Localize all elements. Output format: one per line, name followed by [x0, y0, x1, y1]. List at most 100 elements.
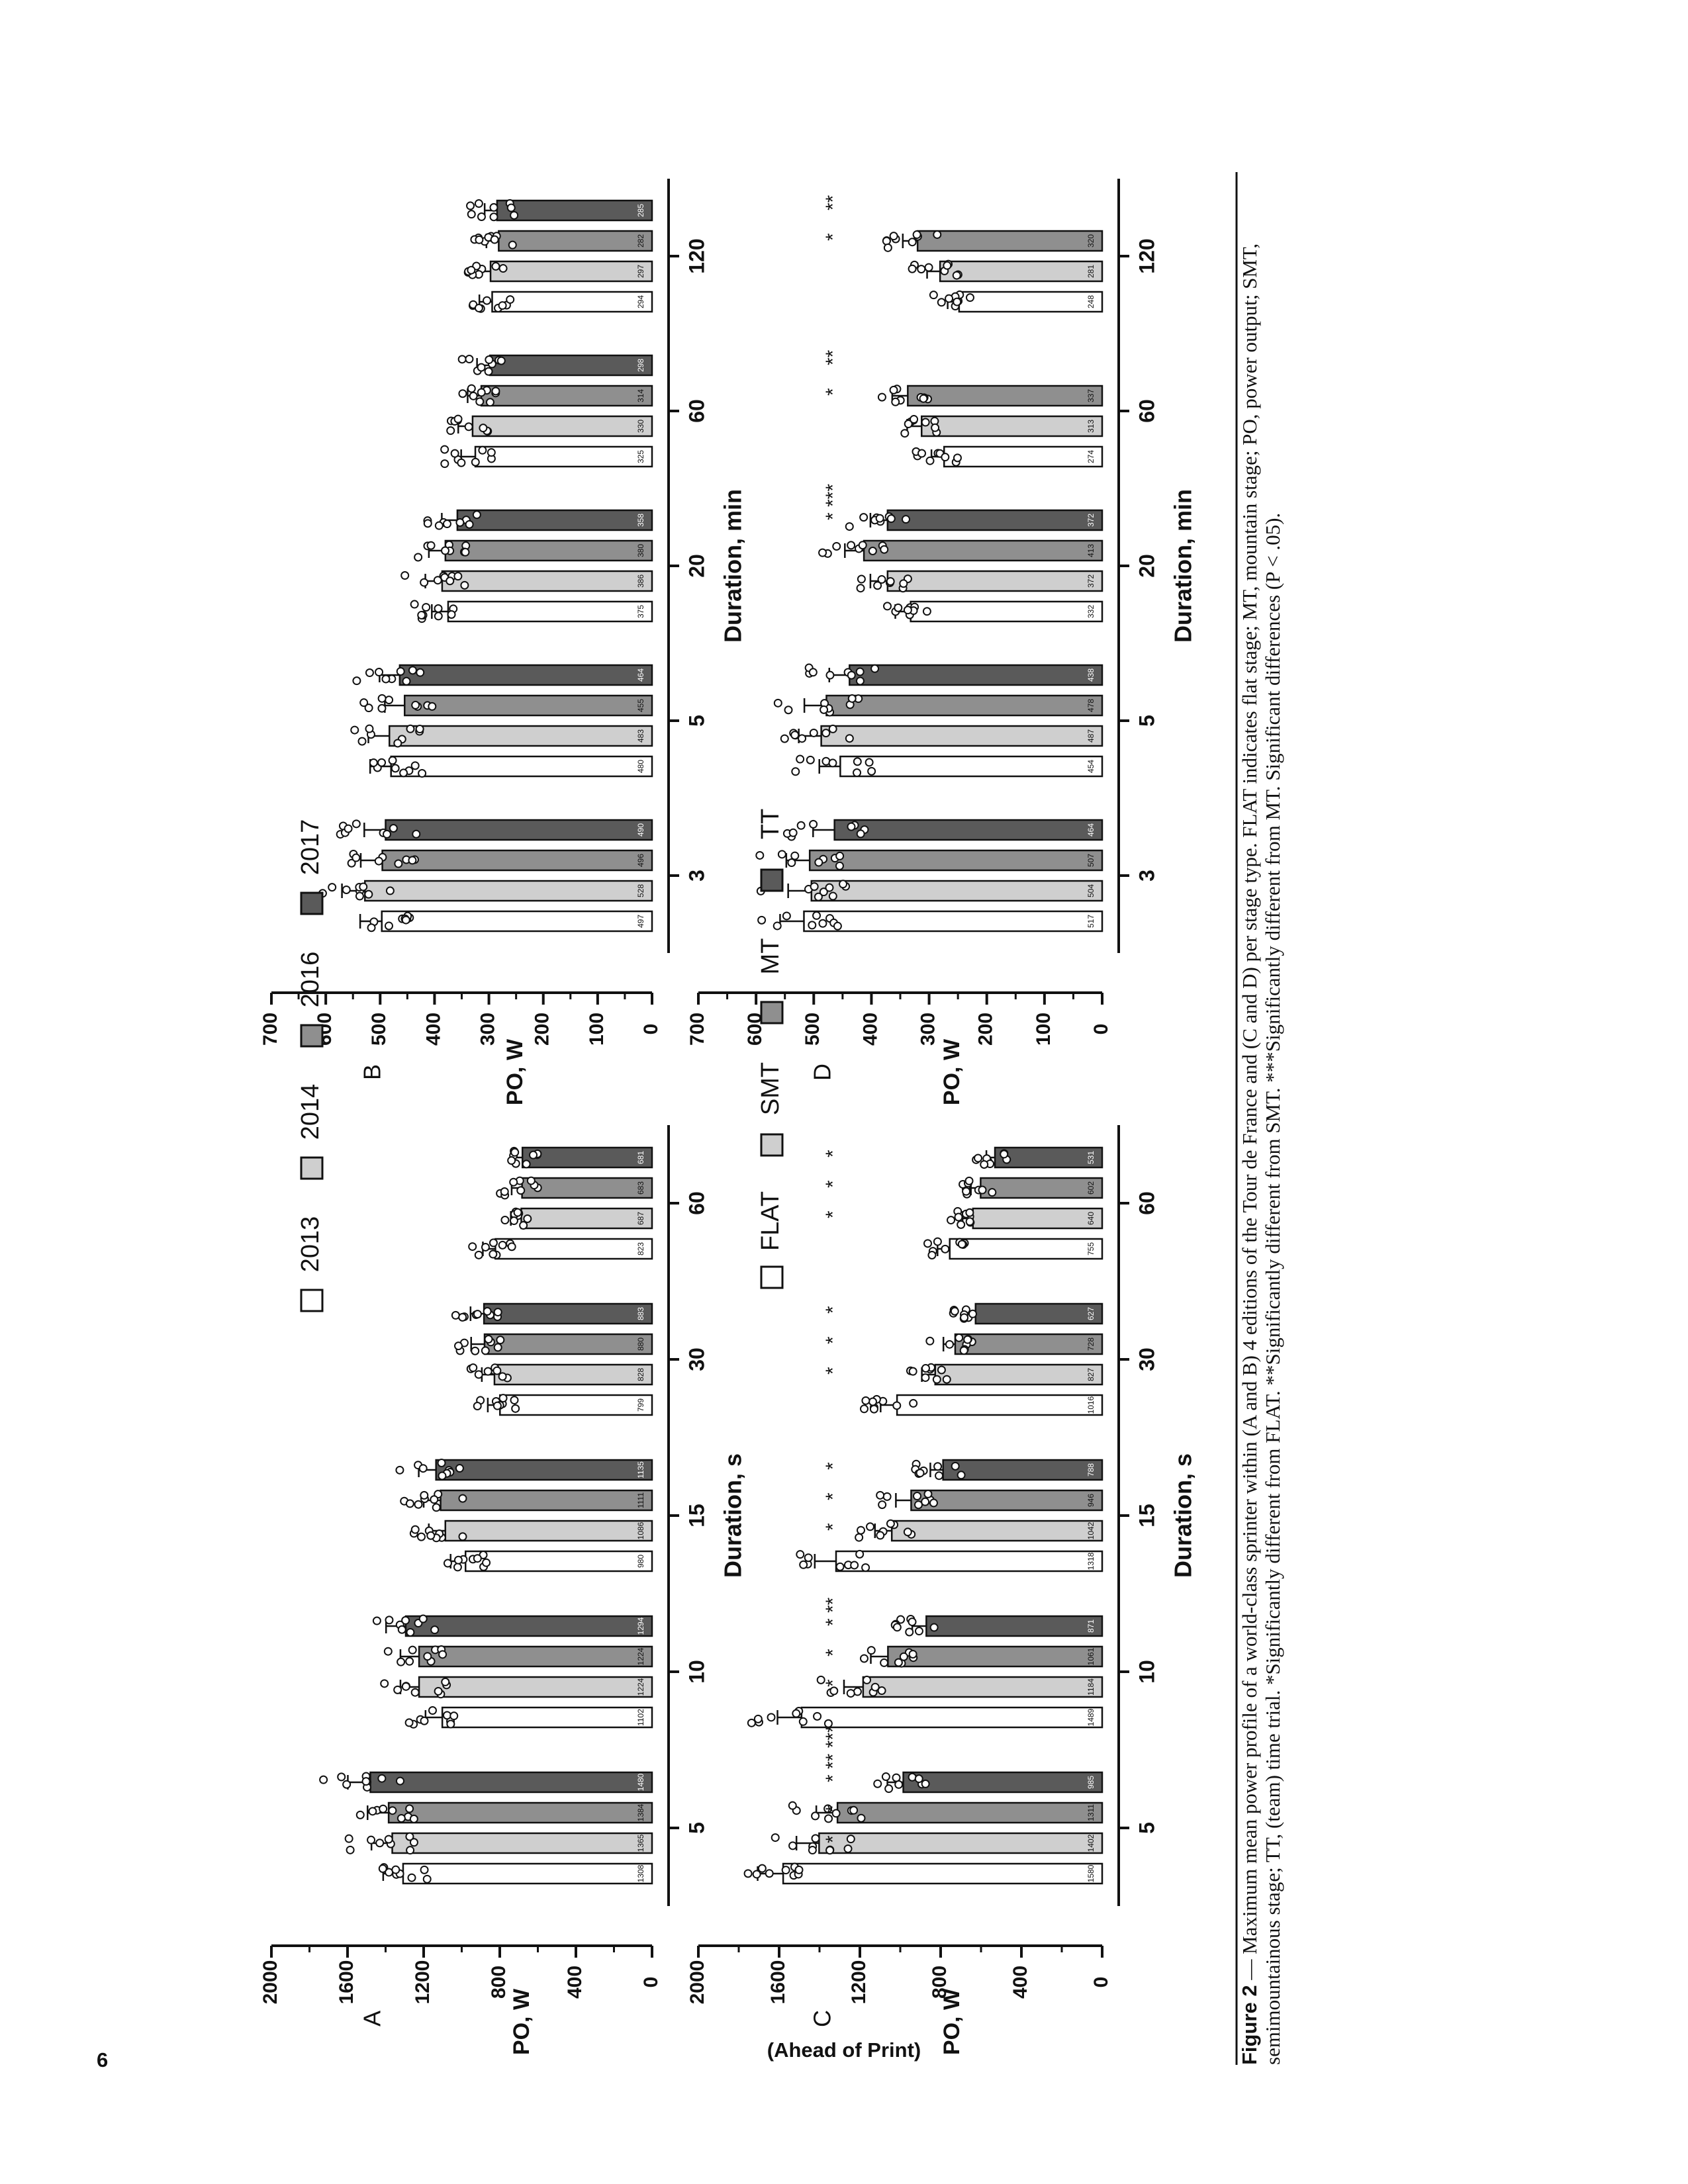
data-point: [377, 694, 387, 703]
category-axis-title: Duration, min: [1170, 489, 1197, 643]
value-axis-title: PO, W: [509, 1988, 534, 2055]
bar-value-label: 298: [636, 359, 645, 372]
data-point: [825, 1846, 835, 1855]
data-point: [364, 704, 373, 713]
bar-value-label: 728: [1086, 1338, 1096, 1351]
data-point: [846, 1835, 855, 1844]
data-point: [859, 1404, 868, 1414]
data-point: [877, 575, 886, 584]
data-point: [430, 1625, 440, 1635]
data-point: [380, 1679, 389, 1688]
data-point: [477, 212, 486, 221]
data-point: [510, 210, 519, 220]
bar: [863, 539, 1103, 562]
data-point: [908, 238, 917, 247]
data-point: [434, 612, 443, 621]
data-point: [434, 604, 443, 613]
data-point: [808, 921, 817, 930]
data-point: [814, 892, 823, 901]
data-point: [490, 235, 499, 244]
data-point: [876, 1531, 885, 1540]
data-point: [787, 858, 796, 868]
significance-marker: *: [822, 1679, 844, 1687]
bar: [916, 230, 1103, 252]
significance-marker: *: [822, 1805, 844, 1813]
data-point: [397, 1813, 406, 1823]
data-point: [823, 1804, 833, 1813]
data-point: [924, 263, 933, 272]
bar: [942, 1459, 1103, 1481]
category-tick-label: 5: [1135, 715, 1158, 727]
data-point: [804, 1553, 813, 1563]
data-point: [391, 1865, 400, 1874]
data-point: [919, 394, 928, 403]
data-point: [818, 548, 827, 557]
data-point: [912, 230, 921, 240]
data-point: [365, 724, 374, 733]
stage-legend-swatch: [760, 1265, 784, 1289]
bar: [493, 1363, 653, 1386]
data-point: [430, 1495, 439, 1504]
bar-value-label: 1318: [1086, 1552, 1096, 1570]
bar: [447, 600, 653, 623]
bar: [839, 755, 1103, 778]
data-point: [880, 1658, 889, 1667]
bar: [390, 755, 653, 778]
data-point: [393, 739, 402, 748]
data-point: [788, 1841, 798, 1850]
data-point: [868, 1397, 877, 1406]
data-point: [855, 667, 865, 676]
data-point: [755, 850, 765, 860]
data-point: [417, 610, 426, 619]
bar-value-label: 337: [1086, 389, 1096, 402]
data-point: [908, 1367, 917, 1376]
category-tick-label: 20: [1135, 554, 1158, 578]
data-point: [369, 758, 378, 767]
data-point: [925, 1336, 935, 1345]
data-point: [950, 1306, 959, 1316]
category-tick-label: 15: [684, 1504, 708, 1527]
bar-value-label: 313: [1086, 420, 1096, 433]
data-point: [442, 520, 451, 529]
value-tick-label: 400: [564, 1966, 586, 1999]
data-point: [910, 415, 919, 424]
bar: [441, 1706, 653, 1729]
data-point: [409, 1838, 418, 1847]
data-point: [853, 757, 862, 766]
data-point: [400, 571, 410, 580]
bar: [934, 1363, 1103, 1386]
data-point: [784, 705, 793, 715]
data-point: [790, 731, 800, 740]
bar: [440, 1489, 653, 1512]
bar-value-label: 285: [636, 204, 645, 217]
bar-value-label: 454: [1086, 760, 1096, 773]
data-point: [506, 295, 515, 304]
bar: [920, 415, 1103, 437]
data-point: [355, 891, 364, 901]
data-point: [405, 1499, 414, 1508]
data-point: [357, 737, 367, 746]
bar-value-label: 487: [1086, 729, 1096, 743]
data-point: [523, 1214, 532, 1223]
bar-value-label: 438: [1086, 668, 1096, 682]
data-point: [955, 1333, 964, 1342]
data-point: [406, 1627, 415, 1637]
data-point: [450, 449, 459, 458]
data-point: [522, 1160, 531, 1169]
bar-value-label: 627: [1086, 1307, 1096, 1320]
data-point: [943, 261, 952, 270]
data-point: [408, 856, 417, 865]
data-point: [442, 1711, 451, 1720]
value-axis-title: PO, W: [939, 1988, 964, 2055]
bar-value-label: 504: [1086, 884, 1096, 897]
data-point: [319, 1775, 328, 1784]
data-point: [352, 676, 361, 686]
bar: [471, 415, 653, 437]
bar: [499, 1394, 653, 1416]
panel-letter: D: [809, 1064, 836, 1081]
data-point: [526, 1176, 536, 1185]
data-point: [461, 547, 470, 557]
data-point: [389, 823, 398, 833]
data-point: [809, 728, 818, 737]
data-point: [489, 1250, 498, 1259]
